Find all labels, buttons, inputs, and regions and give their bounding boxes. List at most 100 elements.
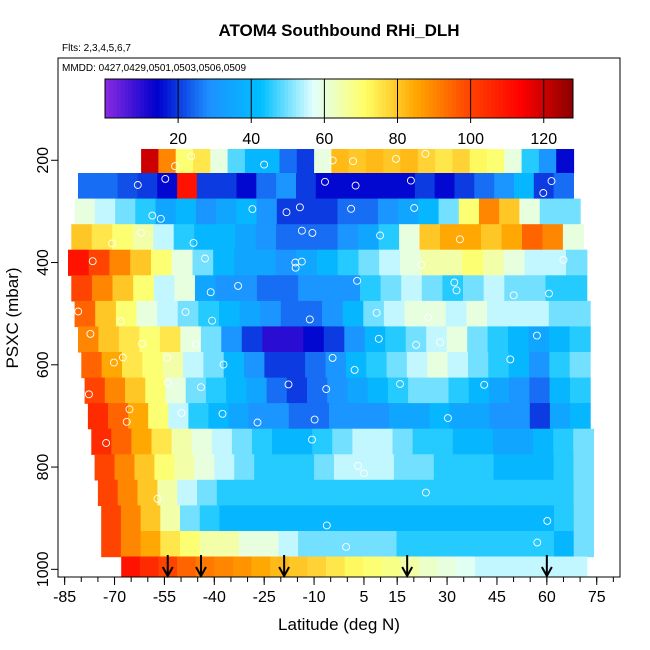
heat-cell <box>569 377 591 404</box>
heat-cell <box>513 454 535 481</box>
colorbar-cell <box>116 79 122 118</box>
heat-cell <box>573 479 594 506</box>
sample-marker <box>450 278 459 287</box>
x-axis-label: Latitude (deg N) <box>278 615 400 634</box>
heat-cell <box>292 428 313 455</box>
colorbar-cell <box>549 79 554 118</box>
colorbar-tick-label: 100 <box>457 131 484 148</box>
heat-cell <box>533 454 555 481</box>
heat-cell <box>151 428 173 455</box>
colorbar-cell <box>350 79 356 118</box>
heat-cell <box>344 556 364 577</box>
sample-marker <box>359 469 368 478</box>
heat-cell <box>473 454 495 481</box>
colorbar-cell <box>354 79 359 118</box>
sample-marker <box>374 334 383 343</box>
heat-cell <box>194 224 216 251</box>
heat-cell <box>258 505 279 532</box>
y-tick-label: 600 <box>35 351 52 378</box>
sample-marker <box>376 231 385 240</box>
heat-cell <box>483 249 505 276</box>
sample-marker <box>297 226 306 235</box>
heat-cell <box>276 173 297 200</box>
heat-cell <box>366 352 388 379</box>
colorbar-cell <box>498 79 504 118</box>
heat-cell <box>216 173 238 200</box>
colorbar-cell <box>432 79 437 118</box>
colorbar-cell <box>241 79 246 118</box>
heat-cell <box>264 352 286 379</box>
colorbar-cell <box>128 79 133 118</box>
heat-cell <box>416 531 437 558</box>
colorbar-cell <box>140 79 145 118</box>
flights-note: Flts: 2,3,4,5,6,7 <box>62 43 131 54</box>
heat-cell <box>529 403 551 430</box>
heat-cell <box>339 275 361 302</box>
colorbar-cell <box>280 79 285 118</box>
heat-cell <box>335 173 356 200</box>
heat-cell <box>489 403 511 430</box>
heat-cell <box>125 377 146 404</box>
sample-marker <box>208 316 217 325</box>
heat-cell <box>158 149 177 174</box>
heat-cell <box>529 352 550 379</box>
colorbar-cell <box>557 79 562 118</box>
heat-cell <box>468 377 490 404</box>
colorbar-tick-label: 60 <box>315 131 333 148</box>
heat-cell <box>282 326 304 353</box>
heat-cell <box>239 531 260 558</box>
colorbar-cell <box>132 79 137 118</box>
heat-cell <box>419 224 441 251</box>
y-axis-label: PSXC (mbar) <box>3 267 22 368</box>
heat-cell <box>87 403 109 430</box>
sample-marker <box>321 177 329 186</box>
heat-cell <box>180 531 201 558</box>
heat-cell <box>78 326 100 353</box>
heat-cell <box>244 352 266 379</box>
x-tick-label: -10 <box>302 589 325 606</box>
heat-cell <box>131 428 153 455</box>
heat-cell <box>437 556 457 577</box>
sample-marker <box>506 355 515 364</box>
colorbar-cell <box>397 79 402 118</box>
heat-cell <box>329 403 350 430</box>
heat-cell <box>372 428 394 455</box>
sample-marker <box>417 260 426 269</box>
heat-cell <box>445 300 467 328</box>
heat-cell <box>133 275 155 302</box>
heat-cell <box>553 173 574 200</box>
heat-cell <box>387 377 409 404</box>
heat-cell <box>298 531 319 558</box>
sample-marker <box>248 205 257 214</box>
sample-marker <box>322 385 331 394</box>
sample-marker <box>396 380 404 388</box>
heat-cell <box>296 479 317 506</box>
heat-cell <box>509 403 531 430</box>
sample-marker <box>533 538 542 547</box>
heat-cell <box>199 531 220 558</box>
heat-cell <box>528 300 550 328</box>
heat-cell <box>314 149 332 174</box>
heat-cell <box>508 326 530 353</box>
heat-cell <box>120 505 142 532</box>
heat-cell <box>377 198 399 225</box>
heat-cell <box>462 249 484 276</box>
heat-cell <box>514 505 535 532</box>
heat-cell <box>452 428 474 455</box>
colorbar-cell <box>444 79 449 118</box>
sample-marker <box>197 383 205 392</box>
heat-cell <box>417 149 436 174</box>
colorbar-cell <box>163 79 168 118</box>
heat-cell <box>434 173 456 200</box>
sample-marker <box>253 418 262 427</box>
heat-cell <box>134 454 156 481</box>
heat-cell <box>303 326 325 353</box>
heat-cell <box>360 275 382 302</box>
colorbar-tick-label: 80 <box>389 131 407 148</box>
heat-cell <box>137 173 158 200</box>
heat-cell <box>514 173 535 200</box>
heat-cell <box>173 224 195 251</box>
heat-cell <box>236 173 257 200</box>
heat-cell <box>120 531 142 558</box>
heat-cell <box>317 198 339 225</box>
